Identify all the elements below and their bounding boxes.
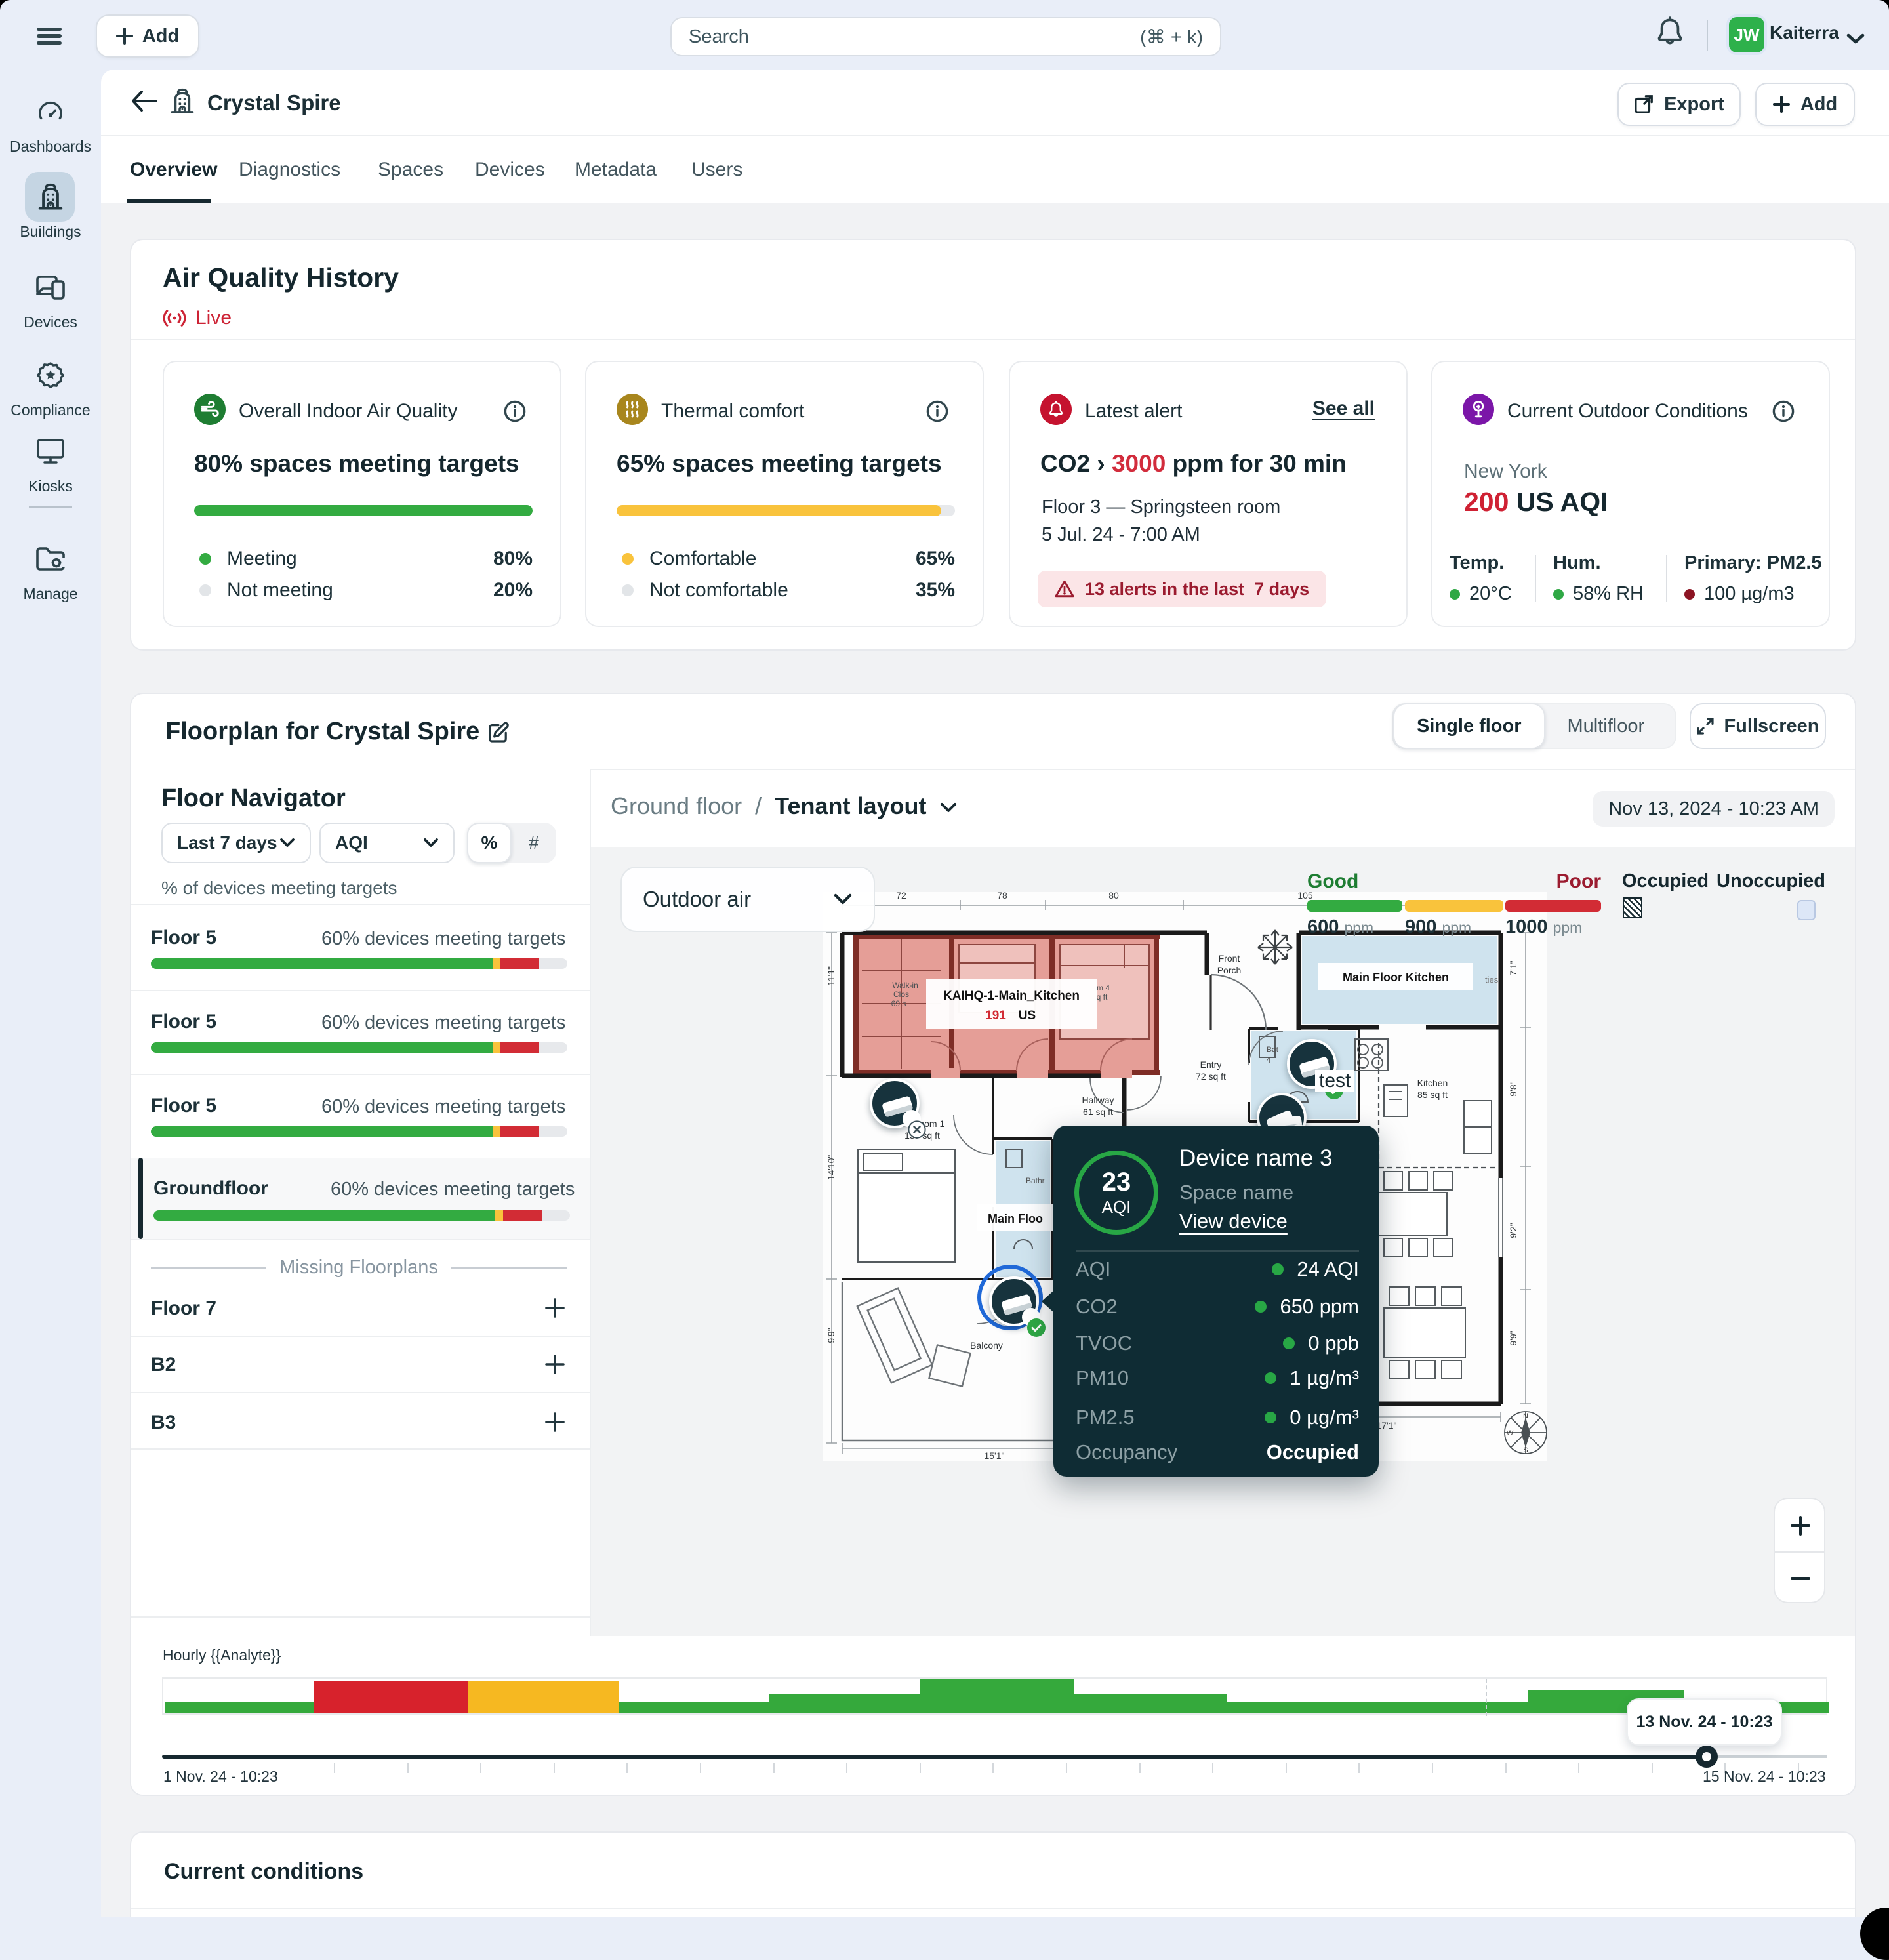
svg-text:7'1": 7'1" bbox=[1508, 960, 1518, 975]
svg-text:Balcony: Balcony bbox=[970, 1340, 1003, 1351]
svg-text:Main Floo: Main Floo bbox=[988, 1212, 1043, 1225]
svg-text:9'8": 9'8" bbox=[1508, 1081, 1518, 1096]
svg-text:69 s: 69 s bbox=[891, 999, 906, 1008]
svg-text:Bat: Bat bbox=[1267, 1045, 1279, 1054]
svg-text:KAIHQ-1-Main_Kitchen: KAIHQ-1-Main_Kitchen bbox=[943, 989, 1080, 1003]
svg-text:80: 80 bbox=[1108, 892, 1119, 901]
svg-text:S: S bbox=[1523, 1446, 1528, 1454]
svg-text:61 sq ft: 61 sq ft bbox=[1083, 1107, 1113, 1117]
svg-text:Hallway: Hallway bbox=[1082, 1095, 1114, 1105]
svg-text:9'2": 9'2" bbox=[1508, 1223, 1518, 1238]
svg-text:Clos: Clos bbox=[893, 990, 909, 999]
svg-text:72 sq ft: 72 sq ft bbox=[1196, 1071, 1226, 1082]
svg-text:Kitchen: Kitchen bbox=[1417, 1078, 1448, 1088]
svg-text:Porch: Porch bbox=[1217, 965, 1242, 975]
svg-text:4: 4 bbox=[1267, 1055, 1271, 1065]
svg-text:14'10": 14'10" bbox=[826, 1155, 836, 1181]
svg-text:105: 105 bbox=[1297, 892, 1313, 901]
svg-text:72: 72 bbox=[896, 892, 906, 901]
svg-text:m 4: m 4 bbox=[1097, 983, 1110, 992]
svg-text:9'9": 9'9" bbox=[1508, 1330, 1518, 1345]
svg-text:Walk-in: Walk-in bbox=[892, 981, 918, 990]
svg-text:11'1": 11'1" bbox=[826, 966, 836, 986]
svg-text:Main Floor Kitchen: Main Floor Kitchen bbox=[1343, 971, 1449, 984]
svg-text:17'1": 17'1" bbox=[1376, 1420, 1396, 1431]
svg-text:Front: Front bbox=[1219, 953, 1240, 964]
svg-text:q ft: q ft bbox=[1097, 992, 1108, 1002]
svg-text:N: N bbox=[1523, 1412, 1528, 1420]
svg-text:US: US bbox=[1019, 1009, 1036, 1023]
svg-text:85 sq ft: 85 sq ft bbox=[1417, 1090, 1448, 1100]
svg-text:9'9": 9'9" bbox=[826, 1328, 836, 1343]
svg-text:W: W bbox=[1507, 1429, 1514, 1437]
svg-text:Bathr: Bathr bbox=[1026, 1176, 1045, 1185]
svg-text:ties: ties bbox=[1485, 975, 1499, 985]
svg-text:78: 78 bbox=[997, 892, 1007, 901]
svg-text:191: 191 bbox=[985, 1009, 1006, 1023]
svg-text:Entry: Entry bbox=[1200, 1059, 1222, 1070]
svg-text:15'1": 15'1" bbox=[984, 1450, 1004, 1461]
